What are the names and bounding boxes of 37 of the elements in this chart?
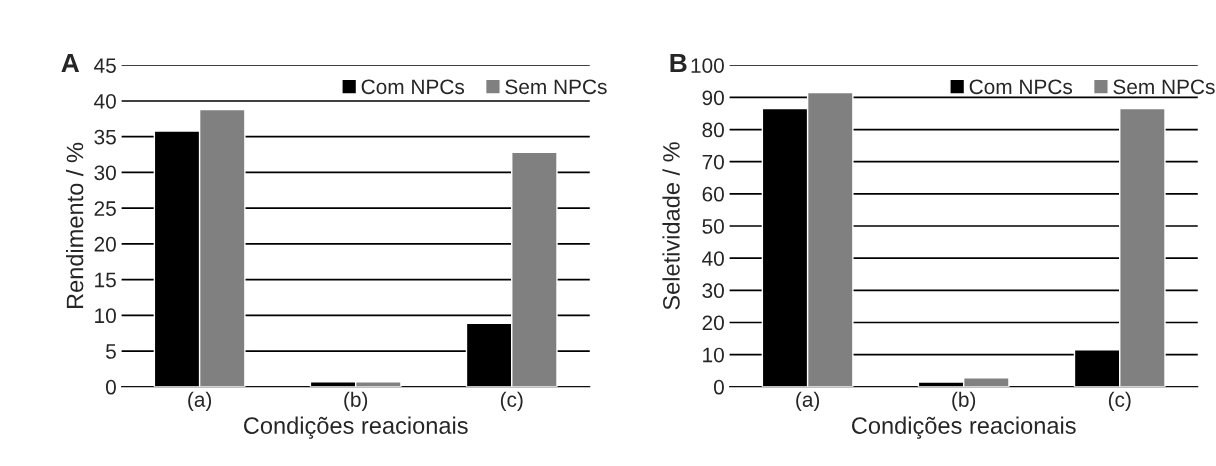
x-tick-label: (b): [952, 391, 976, 412]
x-tick-label: (a): [188, 391, 212, 412]
x-tick-label: (b): [344, 391, 368, 412]
y-tick-label: 15: [95, 272, 116, 288]
y-tick-label: 100: [691, 58, 724, 73]
y-tick-label: 20: [94, 236, 116, 252]
x-tick-label: (c): [1108, 391, 1131, 412]
y-axis-title: Rendimento / %: [66, 142, 84, 309]
y-tick-label: 10: [703, 347, 724, 363]
y-tick-label: 40: [702, 251, 724, 266]
legend-label: Com NPCs: [969, 79, 1073, 95]
x-tick-label: (a): [796, 391, 820, 412]
y-tick-label: 20: [702, 315, 724, 331]
x-axis-title: Condições reacionais: [244, 416, 468, 439]
x-axis-title: Condições reacionais: [852, 416, 1076, 439]
y-tick-label: 5: [105, 344, 116, 359]
y-tick-label: 50: [702, 219, 724, 234]
y-tick-label: 0: [105, 379, 116, 395]
y-tick-label: 30: [94, 165, 116, 181]
y-tick-label: 45: [94, 58, 116, 73]
chart-title: B: [670, 53, 687, 73]
y-tick-label: 0: [713, 379, 724, 395]
y-tick-label: 60: [702, 186, 724, 202]
legend-label: Sem NPCs: [1113, 79, 1215, 95]
y-tick-label: 25: [94, 201, 116, 216]
chart-title: A: [61, 53, 80, 73]
y-tick-label: 70: [702, 154, 724, 170]
y-axis-title: Seletividade / %: [662, 142, 680, 310]
x-tick-label: (c): [500, 391, 523, 412]
legend-label: Com NPCs: [361, 79, 465, 95]
y-tick-label: 40: [94, 93, 116, 109]
legend-label: Sem NPCs: [505, 79, 607, 95]
y-tick-label: 10: [95, 308, 116, 324]
y-tick-label: 80: [702, 122, 724, 138]
y-tick-label: 30: [702, 283, 724, 299]
y-tick-label: 90: [702, 90, 724, 106]
y-tick-label: 35: [94, 129, 116, 145]
